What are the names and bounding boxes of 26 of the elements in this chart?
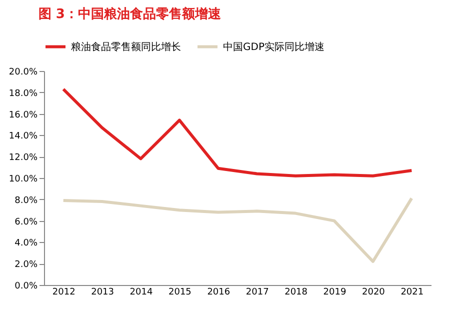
x-tick-label: 2015 [168, 288, 192, 298]
y-tick-label: 4.0% [14, 238, 38, 249]
x-tick-label: 2012 [52, 288, 76, 298]
y-tick-label: 0.0% [14, 282, 38, 292]
y-tick-label: 10.0% [8, 174, 38, 184]
line-series [62, 196, 414, 263]
x-tick-label: 2020 [362, 288, 386, 298]
x-tick-label: 2014 [130, 288, 153, 298]
x-tick-label: 2018 [284, 288, 308, 298]
y-tick-label: 12.0% [8, 153, 38, 164]
legend-label: 中国GDP实际同比增速 [223, 40, 324, 53]
y-tick-label: 20.0% [8, 68, 38, 78]
x-tick-label: 2016 [207, 288, 230, 298]
x-tick-label: 2019 [323, 288, 346, 298]
y-tick-label: 18.0% [8, 88, 38, 99]
y-tick-label: 16.0% [8, 110, 38, 120]
x-tick-label: 2017 [246, 288, 269, 298]
x-tick-label: 2021 [400, 288, 424, 298]
x-tick-label: 2013 [91, 288, 114, 298]
chart-title: 图 3：中国粮油食品零售额增速 [38, 6, 222, 22]
y-tick-label: 2.0% [14, 260, 38, 270]
legend-label: 粮油食品零售额同比增长 [71, 40, 181, 53]
line-series [62, 88, 414, 178]
y-tick-label: 6.0% [14, 217, 38, 228]
y-tick-label: 8.0% [14, 196, 38, 206]
y-tick-label: 14.0% [8, 132, 38, 142]
